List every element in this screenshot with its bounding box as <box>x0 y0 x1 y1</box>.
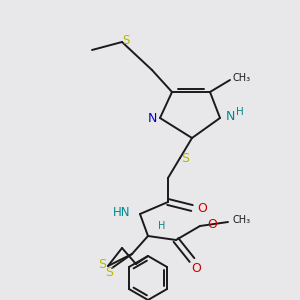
Text: S: S <box>181 152 189 166</box>
Text: CH₃: CH₃ <box>233 73 251 83</box>
Text: H: H <box>158 221 166 231</box>
Text: S: S <box>122 34 130 47</box>
Text: S: S <box>105 266 113 278</box>
Text: O: O <box>191 262 201 275</box>
Text: O: O <box>207 218 217 230</box>
Text: CH₃: CH₃ <box>233 215 251 225</box>
Text: S: S <box>98 257 106 271</box>
Text: O: O <box>197 202 207 214</box>
Text: N: N <box>225 110 235 122</box>
Text: H: H <box>236 107 244 117</box>
Text: HN: HN <box>113 206 131 218</box>
Text: N: N <box>147 112 157 124</box>
